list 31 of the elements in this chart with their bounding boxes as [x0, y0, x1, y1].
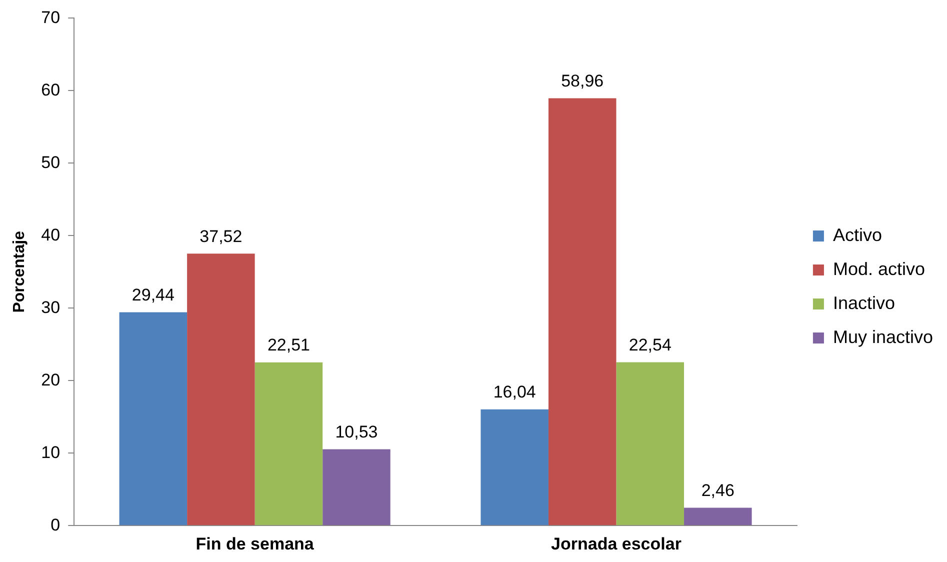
data-label: 16,04	[493, 382, 536, 402]
legend-label: Mod. activo	[832, 258, 926, 279]
y-axis-title: Porcentaje	[11, 230, 28, 313]
y-tick-label: 60	[41, 80, 60, 100]
legend-label: Activo	[832, 224, 882, 245]
data-label: 22,51	[267, 336, 310, 355]
bar	[187, 254, 255, 526]
bar	[480, 409, 548, 526]
data-label: 22,54	[628, 335, 672, 354]
bar	[616, 362, 684, 526]
bar	[684, 508, 752, 526]
x-tick-label: Fin de semana	[196, 534, 314, 554]
data-label: 2,46	[701, 480, 734, 500]
data-label: 10,53	[335, 422, 378, 442]
y-tick-label: 70	[41, 8, 60, 27]
legend-label: Muy inactivo	[832, 326, 934, 347]
data-label: 37,52	[200, 226, 242, 246]
bar	[548, 98, 616, 526]
bar	[322, 449, 390, 526]
y-tick-label: 50	[41, 152, 60, 172]
data-label: 29,44	[132, 285, 174, 304]
bar	[119, 312, 188, 526]
x-tick-label: Jornada escolar	[551, 534, 682, 554]
legend-label: Inactivo	[832, 292, 896, 313]
y-tick-label: 30	[41, 298, 60, 317]
y-tick-label: 20	[41, 370, 60, 390]
y-tick-label: 0	[50, 515, 60, 534]
y-tick-label: 10	[41, 442, 60, 462]
bar	[254, 362, 323, 526]
y-tick-label: 40	[41, 225, 60, 244]
data-label: 58,96	[561, 71, 604, 90]
